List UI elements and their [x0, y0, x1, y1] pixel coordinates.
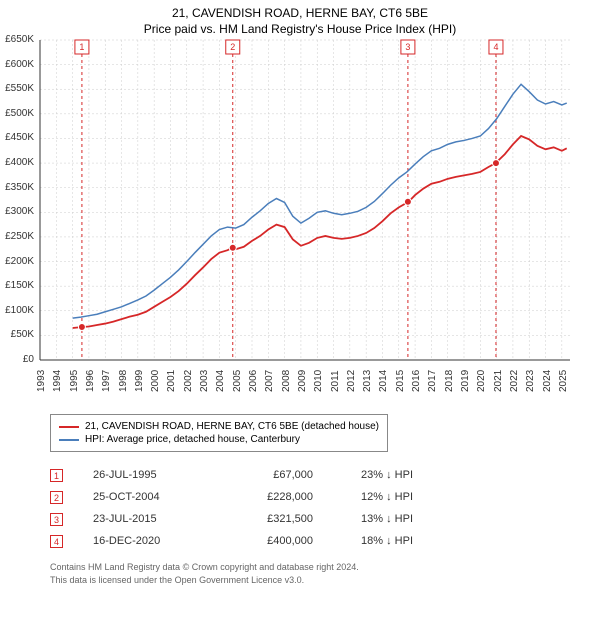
chart-container: 21, CAVENDISH ROAD, HERNE BAY, CT6 5BE P…: [0, 6, 600, 626]
x-tick-label: 1993: [36, 370, 47, 392]
y-tick-label: £300K: [0, 206, 34, 217]
x-tick-label: 2013: [362, 370, 373, 392]
chart-subtitle: Price paid vs. HM Land Registry's House …: [0, 22, 600, 36]
x-tick-label: 2008: [281, 370, 292, 392]
sale-marker-icon: 4: [50, 535, 63, 548]
svg-text:1: 1: [79, 42, 84, 52]
chart-plot-wrap: 1234 £0£50K£100K£150K£200K£250K£300K£350…: [40, 40, 600, 390]
sale-marker-icon: 1: [50, 469, 63, 482]
legend-item-property: 21, CAVENDISH ROAD, HERNE BAY, CT6 5BE (…: [59, 421, 379, 432]
sale-diff: 12% ↓ HPI: [313, 491, 413, 503]
sale-marker-icon: 3: [50, 513, 63, 526]
plot-svg: 1 2 3 4: [40, 40, 570, 360]
x-axis-labels: 1993199419951996199719981999200020012002…: [40, 362, 570, 392]
x-tick-label: 1994: [52, 370, 63, 392]
y-tick-label: £400K: [0, 157, 34, 168]
sales-row: 1 26-JUL-1995 £67,000 23% ↓ HPI: [50, 464, 413, 486]
sale-date: 26-JUL-1995: [93, 469, 213, 481]
attribution-line1: Contains HM Land Registry data © Crown c…: [50, 561, 359, 574]
sale-date: 16-DEC-2020: [93, 535, 213, 547]
sale-price: £321,500: [213, 513, 313, 525]
attribution-line2: This data is licensed under the Open Gov…: [50, 574, 359, 587]
svg-text:4: 4: [493, 42, 498, 52]
sales-row: 3 23-JUL-2015 £321,500 13% ↓ HPI: [50, 508, 413, 530]
legend-swatch-hpi: [59, 439, 79, 441]
sale-marker-icon: 2: [50, 491, 63, 504]
x-tick-label: 2009: [297, 370, 308, 392]
x-tick-label: 2019: [460, 370, 471, 392]
legend-label-property: 21, CAVENDISH ROAD, HERNE BAY, CT6 5BE (…: [85, 421, 379, 432]
x-tick-label: 1997: [101, 370, 112, 392]
sale-price: £228,000: [213, 491, 313, 503]
x-tick-label: 1996: [85, 370, 96, 392]
x-tick-label: 2000: [150, 370, 161, 392]
legend-swatch-property: [59, 426, 79, 428]
x-tick-label: 1995: [69, 370, 80, 392]
legend-label-hpi: HPI: Average price, detached house, Cant…: [85, 434, 300, 445]
y-tick-label: £500K: [0, 108, 34, 119]
chart-title: 21, CAVENDISH ROAD, HERNE BAY, CT6 5BE: [0, 6, 600, 20]
sale-diff: 18% ↓ HPI: [313, 535, 413, 547]
x-tick-label: 2012: [346, 370, 357, 392]
attribution: Contains HM Land Registry data © Crown c…: [50, 561, 359, 586]
sale-date: 23-JUL-2015: [93, 513, 213, 525]
y-tick-label: £200K: [0, 256, 34, 267]
x-tick-label: 2016: [411, 370, 422, 392]
x-tick-label: 2023: [525, 370, 536, 392]
x-tick-label: 2006: [248, 370, 259, 392]
sale-diff: 23% ↓ HPI: [313, 469, 413, 481]
x-tick-label: 2001: [166, 370, 177, 392]
x-tick-label: 2022: [509, 370, 520, 392]
x-tick-label: 2020: [476, 370, 487, 392]
y-tick-label: £50K: [0, 329, 34, 340]
svg-text:2: 2: [230, 42, 235, 52]
sale-price: £400,000: [213, 535, 313, 547]
sale-diff: 13% ↓ HPI: [313, 513, 413, 525]
x-tick-label: 1999: [134, 370, 145, 392]
svg-text:3: 3: [405, 42, 410, 52]
x-tick-label: 2021: [493, 370, 504, 392]
sale-price: £67,000: [213, 469, 313, 481]
x-tick-label: 2015: [395, 370, 406, 392]
sales-row: 2 25-OCT-2004 £228,000 12% ↓ HPI: [50, 486, 413, 508]
x-tick-label: 2017: [427, 370, 438, 392]
x-tick-label: 2005: [232, 370, 243, 392]
legend: 21, CAVENDISH ROAD, HERNE BAY, CT6 5BE (…: [50, 414, 388, 452]
x-tick-label: 2024: [542, 370, 553, 392]
x-tick-label: 2011: [330, 370, 341, 392]
x-tick-label: 2018: [444, 370, 455, 392]
sales-row: 4 16-DEC-2020 £400,000 18% ↓ HPI: [50, 530, 413, 552]
plot-area: 1 2 3 4: [40, 40, 570, 360]
x-tick-label: 2025: [558, 370, 569, 392]
x-tick-label: 2014: [378, 370, 389, 392]
y-tick-label: £450K: [0, 132, 34, 143]
y-tick-label: £600K: [0, 59, 34, 70]
y-tick-label: £150K: [0, 280, 34, 291]
x-tick-label: 1998: [118, 370, 129, 392]
sales-table: 1 26-JUL-1995 £67,000 23% ↓ HPI 2 25-OCT…: [50, 464, 413, 552]
y-tick-label: £100K: [0, 305, 34, 316]
sale-date: 25-OCT-2004: [93, 491, 213, 503]
x-tick-label: 2003: [199, 370, 210, 392]
x-tick-label: 2007: [264, 370, 275, 392]
y-tick-label: £250K: [0, 231, 34, 242]
x-tick-label: 2004: [215, 370, 226, 392]
y-tick-label: £350K: [0, 182, 34, 193]
x-tick-label: 2010: [313, 370, 324, 392]
y-tick-label: £0: [0, 354, 34, 365]
y-tick-label: £550K: [0, 83, 34, 94]
x-tick-label: 2002: [183, 370, 194, 392]
y-tick-label: £650K: [0, 34, 34, 45]
legend-item-hpi: HPI: Average price, detached house, Cant…: [59, 434, 379, 445]
